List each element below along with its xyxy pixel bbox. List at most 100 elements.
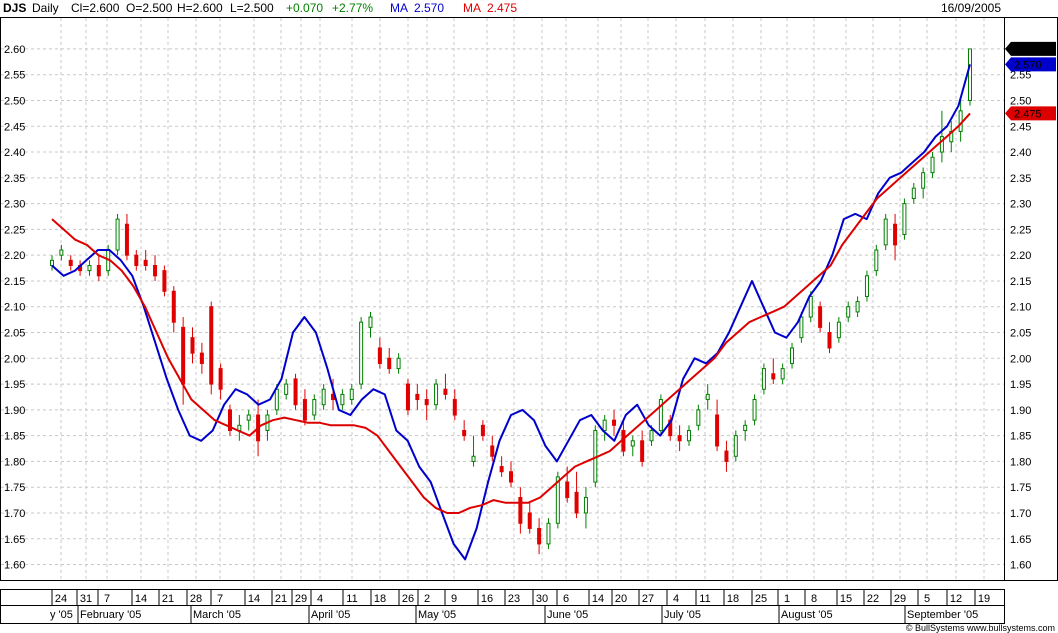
candle — [705, 384, 710, 410]
candle-body — [471, 455, 476, 462]
x-axis-day-labels: 24 31 7 14 21 28 7 14 21 29 4 11 18 26 2 9 16 23 30 6 14 20 27… — [51, 590, 990, 605]
x-month-label: y '05 — [50, 609, 73, 621]
candle-body — [733, 435, 738, 457]
candle — [377, 337, 382, 369]
candle — [658, 394, 663, 436]
y-axis-ticks: 1.60 1.60 1.65 1.65 1.70 1.70 1.75 1.75 1.80 1.80… — [4, 44, 1031, 572]
ma-slow-label: MA — [463, 1, 481, 15]
y-tick-label: 1.95 — [4, 379, 25, 391]
candle-body — [115, 218, 120, 251]
candle — [50, 255, 54, 271]
candle — [415, 384, 420, 410]
y-tick-label: 2.15 — [4, 276, 25, 288]
candle — [846, 301, 851, 323]
candle-body — [349, 388, 354, 401]
candle-body — [518, 497, 523, 524]
candle — [134, 250, 139, 271]
y-tick-label-right: 2.30 — [1010, 199, 1031, 211]
candle-body — [50, 259, 54, 266]
candle-body — [499, 466, 504, 473]
x-day-label: 19 — [978, 593, 990, 605]
candle-body — [387, 357, 392, 370]
candle-body — [827, 332, 832, 349]
y-tick-label: 1.75 — [4, 482, 25, 494]
candle — [546, 518, 551, 550]
candle — [818, 301, 823, 333]
candle-body — [546, 522, 551, 545]
candle-body — [677, 435, 682, 442]
x-day-label: 7 — [104, 593, 110, 605]
candle — [153, 255, 158, 281]
candle-body — [911, 187, 916, 199]
y-tick-label-right: 2.10 — [1010, 302, 1031, 314]
candle-body — [124, 223, 129, 256]
candle-body — [790, 347, 795, 364]
price-tag-shape — [1005, 57, 1056, 72]
candle — [537, 518, 542, 555]
candle-body — [162, 270, 167, 292]
candle — [227, 404, 232, 436]
candle-body — [274, 388, 279, 411]
y-tick-label: 2.20 — [4, 250, 25, 262]
candle-body — [705, 393, 710, 401]
x-day-label: 11 — [346, 593, 357, 605]
candle — [724, 440, 729, 472]
candle — [640, 430, 645, 467]
candle — [733, 430, 738, 462]
candle — [302, 389, 307, 426]
x-day-label: 8 — [811, 593, 817, 605]
y-tick-label-right: 2.45 — [1010, 121, 1031, 133]
candle — [939, 110, 944, 163]
x-day-label: 28 — [190, 593, 202, 605]
x-axis-frame — [0, 589, 1005, 624]
x-day-label: 21 — [162, 593, 174, 605]
candle-body — [68, 259, 73, 266]
candle — [171, 286, 176, 333]
y-tick-label-right: 1.85 — [1010, 431, 1031, 443]
x-axis-month-labels: y '05 February '05 March '05 April '05 May '… — [50, 606, 978, 623]
candle-body — [359, 321, 364, 385]
y-tick-label-right: 1.75 — [1010, 482, 1031, 494]
grid-layer — [1, 18, 1004, 580]
change-value: +0.070 — [286, 1, 323, 15]
x-day-label: 14 — [592, 593, 604, 605]
candle-body — [153, 264, 158, 277]
header-bar — [0, 0, 1058, 17]
candle-body — [96, 264, 101, 277]
y-tick-label: 1.60 — [4, 560, 25, 572]
candle — [874, 244, 879, 276]
y-tick-label-right: 1.70 — [1010, 508, 1031, 520]
x-day-label: 18 — [374, 593, 386, 605]
candle — [190, 327, 195, 364]
candle — [686, 425, 691, 446]
price-tag: 2.600 — [1005, 41, 1056, 56]
candle-body — [818, 306, 823, 328]
candle — [883, 213, 888, 251]
candle — [668, 415, 673, 441]
y-tick-label-right: 1.90 — [1010, 405, 1031, 417]
y-tick-label-right: 2.15 — [1010, 276, 1031, 288]
candle-body — [340, 393, 345, 406]
y-tick-label-right: 2.05 — [1010, 328, 1031, 340]
candle — [237, 415, 242, 441]
price-tag-label: 2.600 — [1014, 44, 1042, 56]
candle — [96, 255, 101, 281]
candle — [527, 502, 532, 534]
candle-body — [293, 378, 298, 406]
candle-body — [134, 254, 139, 266]
candle-body — [59, 249, 64, 256]
candle-body — [799, 316, 804, 339]
y-tick-label: 2.50 — [4, 95, 25, 107]
candle — [696, 404, 701, 431]
candle — [771, 358, 776, 385]
x-day-label: 2 — [424, 593, 430, 605]
x-day-label: 29 — [295, 593, 307, 605]
candle — [743, 420, 748, 441]
copyright-footer: © BullSystems www.bullsystems.com — [906, 623, 1055, 633]
y-tick-label: 2.55 — [4, 70, 25, 82]
x-day-label: 27 — [642, 593, 654, 605]
x-day-label: 12 — [950, 593, 962, 605]
y-tick-label-right: 2.40 — [1010, 147, 1031, 159]
x-month-label: June '05 — [547, 609, 588, 621]
candle-body — [509, 471, 513, 483]
